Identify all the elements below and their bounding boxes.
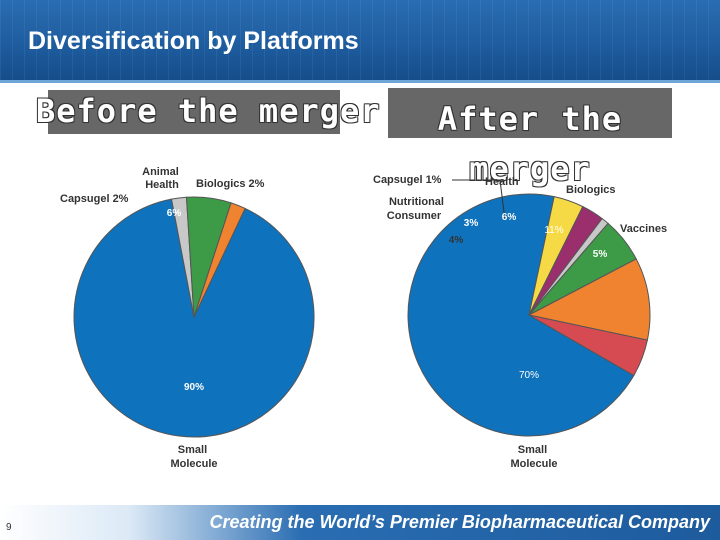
- slice-label-biologics-after: Biologics: [566, 184, 616, 196]
- pie2-slice-6: [528, 314, 648, 377]
- header-divider: [0, 80, 720, 83]
- before-merger-title-box: Before the merger: [36, 90, 380, 134]
- after-merger-title-box: [388, 88, 672, 138]
- before-merger-pie-labels: Animal Health Biologics 2% Capsugel 2% S…: [60, 166, 265, 470]
- header-bar: [0, 0, 720, 80]
- slice-label-small-molecule: Small Molecule: [170, 444, 217, 470]
- pie1-slice-0: [73, 198, 315, 438]
- slice-label-capsugel-after: Capsugel 1%: [373, 174, 442, 186]
- before-merger-pie: [73, 196, 315, 438]
- slice-value-biologics: 11%: [544, 225, 563, 236]
- slide-title: Diversification by Platforms: [28, 27, 359, 55]
- slice-label-biologics: Biologics 2%: [196, 178, 265, 190]
- page-number: 9: [6, 522, 12, 533]
- footer-tagline: Creating the World’s Premier Biopharmace…: [209, 512, 710, 532]
- slice-value-small-molecule: 90%: [184, 382, 204, 393]
- after-merger-pie-labels: Capsugel 1% Health Biologics Nutritional…: [373, 174, 667, 470]
- slice-value-purple: 3%: [464, 218, 479, 229]
- slice-label-health: Health: [485, 176, 519, 188]
- small-molecule-after-line1: Small: [518, 444, 547, 456]
- slice-label-small-molecule-after: Small Molecule: [510, 444, 557, 470]
- slice-label-animal-health: Animal Health: [142, 166, 182, 191]
- slice-label-vaccines: Vaccines: [620, 223, 667, 235]
- slice-label-capsugel: Capsugel 2%: [60, 193, 129, 205]
- slice-value-nutritional: 4%: [449, 235, 464, 246]
- slice-label-nutritional-consumer: Nutritional Consumer: [387, 196, 447, 222]
- animal-health-line1: Animal: [142, 166, 179, 178]
- nutritional-line1: Nutritional: [389, 196, 444, 208]
- animal-health-line2: Health: [145, 179, 179, 191]
- small-molecule-after-line2: Molecule: [510, 458, 557, 470]
- after-merger-title: After the merger: [437, 100, 623, 188]
- pie1-slice-3: [193, 202, 246, 318]
- nutritional-line2: Consumer: [387, 210, 442, 222]
- footer-bar: [0, 505, 720, 540]
- small-molecule-line2: Molecule: [170, 458, 217, 470]
- capsugel-leader-line-2: [499, 179, 506, 221]
- slice-value-vaccines: 5%: [593, 249, 608, 260]
- slice-value-animal-health: 6%: [167, 208, 182, 219]
- after-merger-pie: [407, 193, 651, 437]
- slice-value-health: 6%: [502, 212, 517, 223]
- pie2-slice-0: [407, 193, 635, 437]
- pie2-slice-5: [527, 258, 651, 341]
- small-molecule-line1: Small: [178, 444, 207, 456]
- slice-value-small-molecule-after: 70%: [519, 370, 539, 381]
- before-merger-title: Before the merger: [36, 92, 381, 130]
